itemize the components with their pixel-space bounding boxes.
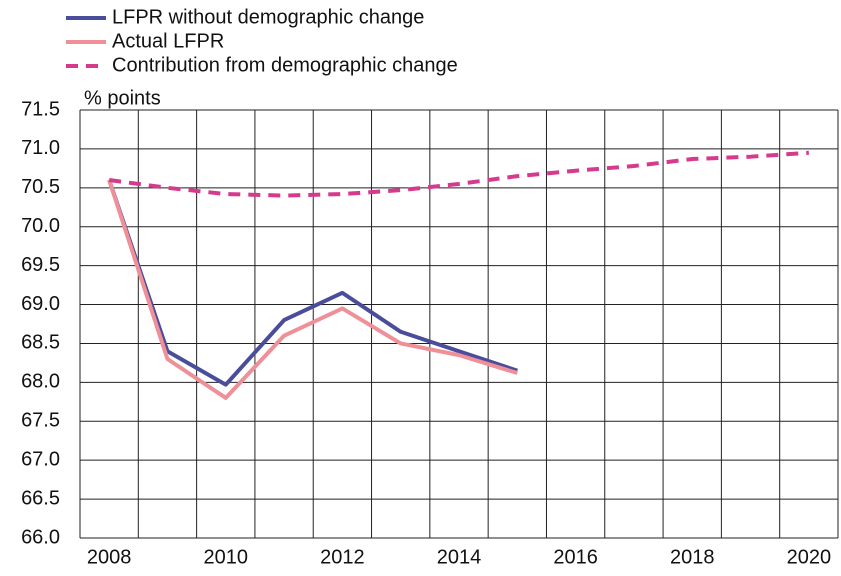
- series-line: [107, 179, 518, 387]
- y-tick-label: 68.5: [21, 332, 60, 354]
- x-tick-label: 2014: [437, 546, 482, 568]
- y-unit-label: % points: [84, 87, 161, 109]
- legend-label: Actual LFPR: [112, 30, 224, 52]
- x-tick-label: 2012: [320, 546, 365, 568]
- y-tick-label: 66.5: [21, 487, 60, 509]
- x-tick-label: 2020: [787, 546, 832, 568]
- series-line: [108, 150, 809, 198]
- y-tick-label: 67.0: [21, 448, 60, 470]
- y-tick-label: 69.0: [21, 293, 60, 315]
- y-tick-label: 66.0: [21, 526, 60, 548]
- y-tick-label: 70.0: [21, 215, 60, 237]
- series-line: [107, 179, 518, 400]
- y-tick-label: 69.5: [21, 254, 60, 276]
- y-tick-label: 70.5: [21, 176, 60, 198]
- x-tick-label: 2016: [553, 546, 598, 568]
- y-tick-label: 67.5: [21, 410, 60, 432]
- x-tick-label: 2008: [87, 546, 132, 568]
- y-tick-label: 71.0: [21, 137, 60, 159]
- x-tick-label: 2018: [670, 546, 715, 568]
- legend-label: Contribution from demographic change: [112, 54, 458, 76]
- x-tick-label: 2010: [204, 546, 249, 568]
- y-tick-label: 68.0: [21, 371, 60, 393]
- y-tick-label: 71.5: [21, 98, 60, 120]
- legend-label: LFPR without demographic change: [112, 6, 424, 28]
